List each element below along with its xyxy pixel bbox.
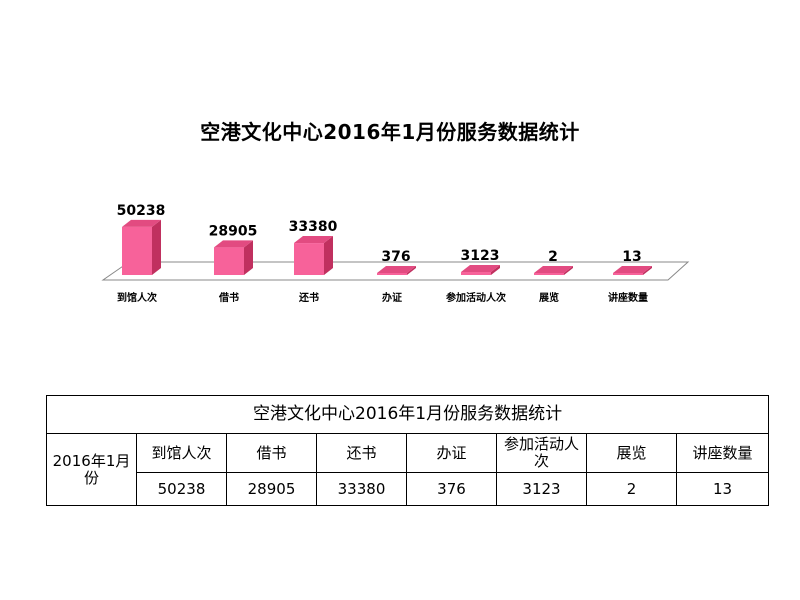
table-header-cell: 还书 (316, 433, 407, 473)
table-title: 空港文化中心2016年1月份服务数据统计 (45, 395, 770, 434)
bar-4 (377, 266, 416, 275)
bar-5 (461, 265, 500, 275)
stats-table: 空港文化中心2016年1月份服务数据统计 2016年1月份 到馆人次 借书 还书… (45, 395, 770, 506)
chart-title: 空港文化中心2016年1月份服务数据统计 (200, 120, 580, 144)
table-row-header: 2016年1月份 (46, 433, 137, 506)
category-label: 办证 (382, 291, 402, 304)
data-label: 376 (381, 249, 410, 265)
data-label: 3123 (461, 248, 500, 264)
category-label: 参加活动人次 (446, 291, 506, 304)
category-label: 展览 (539, 291, 559, 304)
table-header-cell: 参加活动人次 (496, 433, 587, 473)
bar-chart: 50238 到馆人次 28905 借书 33380 还书 376 办证 3123 参加活动人次 2 展… (101, 203, 690, 304)
table-value-cell: 2 (586, 472, 677, 506)
category-label: 讲座数量 (608, 291, 648, 304)
table-header-cell: 展览 (586, 433, 677, 473)
data-label: 13 (622, 249, 641, 265)
data-label: 33380 (289, 219, 338, 235)
table-header-cell: 到馆人次 (136, 433, 227, 473)
table-header-cell: 借书 (226, 433, 317, 473)
data-label: 2 (548, 249, 558, 265)
table-header-cell: 办证 (406, 433, 497, 473)
table-value-cell: 50238 (136, 472, 227, 506)
category-label: 借书 (218, 291, 239, 304)
data-label: 50238 (117, 203, 166, 219)
bar-1 (122, 219, 161, 275)
category-label: 还书 (298, 291, 319, 304)
table-value-cell: 28905 (226, 472, 317, 506)
table-value-cell: 3123 (496, 472, 587, 506)
bar-2 (214, 240, 253, 275)
data-label: 28905 (209, 223, 258, 239)
table-value-cell: 376 (406, 472, 497, 506)
category-label: 到馆人次 (117, 291, 157, 304)
bar-6 (534, 266, 573, 275)
table-header-cell: 讲座数量 (675, 433, 770, 473)
table-value-cell: 33380 (316, 472, 407, 506)
bar-7 (613, 266, 652, 275)
table-value-cell: 13 (675, 472, 770, 506)
bar-3 (294, 236, 333, 275)
